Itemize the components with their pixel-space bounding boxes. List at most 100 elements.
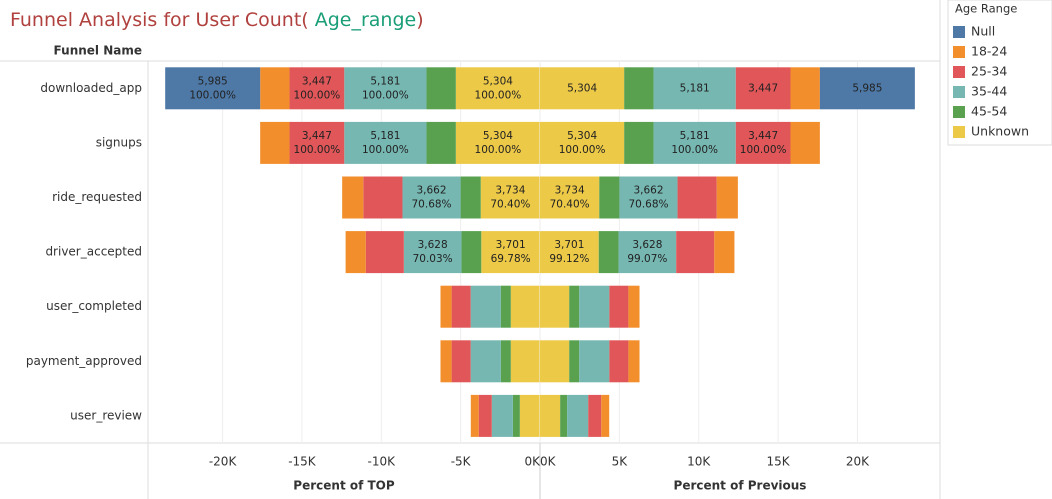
percent-label: 100.00% <box>362 89 409 101</box>
funnel-segment <box>426 121 456 164</box>
percent-label: 70.40% <box>490 199 530 211</box>
funnel-segment <box>500 285 511 328</box>
x-tick-label: -5K <box>451 455 472 469</box>
funnel-segment <box>540 176 600 219</box>
value-label: 3,447 <box>748 82 778 94</box>
value-label: 5,304 <box>483 130 513 142</box>
funnel-segment <box>735 67 791 110</box>
legend-swatch <box>953 126 965 138</box>
row-label: signups <box>96 135 142 149</box>
funnel-segment <box>440 285 452 328</box>
legend-swatch <box>953 106 965 118</box>
percent-label: 100.00% <box>475 144 522 156</box>
legend-label: Unknown <box>971 124 1029 139</box>
funnel-segment <box>363 176 403 219</box>
funnel-segment <box>260 67 290 110</box>
funnel-segment <box>569 285 580 328</box>
chart-title: Funnel Analysis for User Count(Age_range… <box>10 9 424 31</box>
row-label: driver_accepted <box>45 245 142 259</box>
x-tick-label: 10K <box>687 455 711 469</box>
percent-label: 69.78% <box>491 253 531 265</box>
legend-label: 18-24 <box>971 44 1007 59</box>
funnel-segment <box>540 231 599 274</box>
legend-swatch <box>953 86 965 98</box>
funnel-segment <box>481 231 540 274</box>
x-tick-label: 0K <box>524 455 541 469</box>
funnel-segment <box>540 121 625 164</box>
row-label: ride_requested <box>52 190 142 204</box>
funnel-segment <box>402 176 461 219</box>
legend-title: Age Range <box>955 2 1017 16</box>
funnel-segment <box>344 67 427 110</box>
legend-box <box>947 0 1052 146</box>
funnel-segment <box>344 121 427 164</box>
legend-swatch <box>953 66 965 78</box>
value-label: 5,181 <box>370 75 400 87</box>
value-label: 3,701 <box>496 239 526 251</box>
funnel-segment <box>510 340 540 383</box>
funnel-segment <box>790 67 820 110</box>
legend-label: Null <box>971 24 995 39</box>
funnel-segment <box>819 67 915 110</box>
value-label: 3,628 <box>632 239 662 251</box>
percent-label: 100.00% <box>671 144 718 156</box>
funnel-segment <box>676 231 715 274</box>
funnel-segment <box>460 176 481 219</box>
percent-label: 70.68% <box>628 199 668 211</box>
funnel-segment <box>470 394 479 437</box>
funnel-segment <box>461 231 482 274</box>
value-label: 3,447 <box>302 130 332 142</box>
funnel-segment <box>735 121 791 164</box>
value-label: 3,628 <box>418 239 448 251</box>
funnel-segment <box>567 394 589 437</box>
funnel-segment <box>618 231 677 274</box>
funnel-segment <box>165 67 261 110</box>
funnel-segment <box>478 394 492 437</box>
funnel-segment <box>451 285 471 328</box>
value-label: 3,734 <box>495 185 525 197</box>
funnel-segment <box>716 176 738 219</box>
funnel-segment <box>677 176 717 219</box>
x-axis-title: Percent of Previous <box>674 479 807 493</box>
funnel-segment <box>624 67 654 110</box>
percent-label: 70.03% <box>413 253 453 265</box>
funnel-segment <box>540 394 561 437</box>
row-label: downloaded_app <box>40 81 142 95</box>
funnel-segment <box>653 67 736 110</box>
funnel-segment <box>588 394 602 437</box>
x-tick-label: 20K <box>846 455 870 469</box>
funnel-segment <box>569 340 580 383</box>
value-label: 3,701 <box>554 239 584 251</box>
title-field: Age_range <box>315 9 417 31</box>
value-label: 5,181 <box>370 130 400 142</box>
value-label: 3,662 <box>633 185 663 197</box>
percent-label: 100.00% <box>559 144 606 156</box>
funnel-segment <box>365 231 404 274</box>
funnel-segment <box>512 394 520 437</box>
funnel-segment <box>345 231 366 274</box>
funnel-segment <box>260 121 290 164</box>
funnel-segment <box>455 121 540 164</box>
percent-label: 100.00% <box>294 89 341 101</box>
funnel-segment <box>540 285 570 328</box>
funnel-segment <box>599 176 620 219</box>
x-axis-title: Percent of TOP <box>293 479 395 493</box>
legend-label: 45-54 <box>971 104 1007 119</box>
funnel-segment <box>519 394 540 437</box>
funnel-segment <box>426 67 456 110</box>
value-label: 5,304 <box>483 75 513 87</box>
funnel-segment <box>480 176 540 219</box>
funnel-segment <box>440 340 452 383</box>
percent-label: 100.00% <box>189 89 236 101</box>
funnel-segment <box>653 121 736 164</box>
funnel-segment <box>624 121 654 164</box>
funnel-segment <box>491 394 513 437</box>
value-label: 5,985 <box>852 82 882 94</box>
row-header: Funnel Name <box>54 44 142 58</box>
legend-swatch <box>953 26 965 38</box>
value-label: 5,304 <box>567 82 597 94</box>
funnel-segment <box>579 285 610 328</box>
value-label: 3,734 <box>555 185 585 197</box>
title-end: ) <box>416 9 423 31</box>
value-label: 5,985 <box>198 75 228 87</box>
